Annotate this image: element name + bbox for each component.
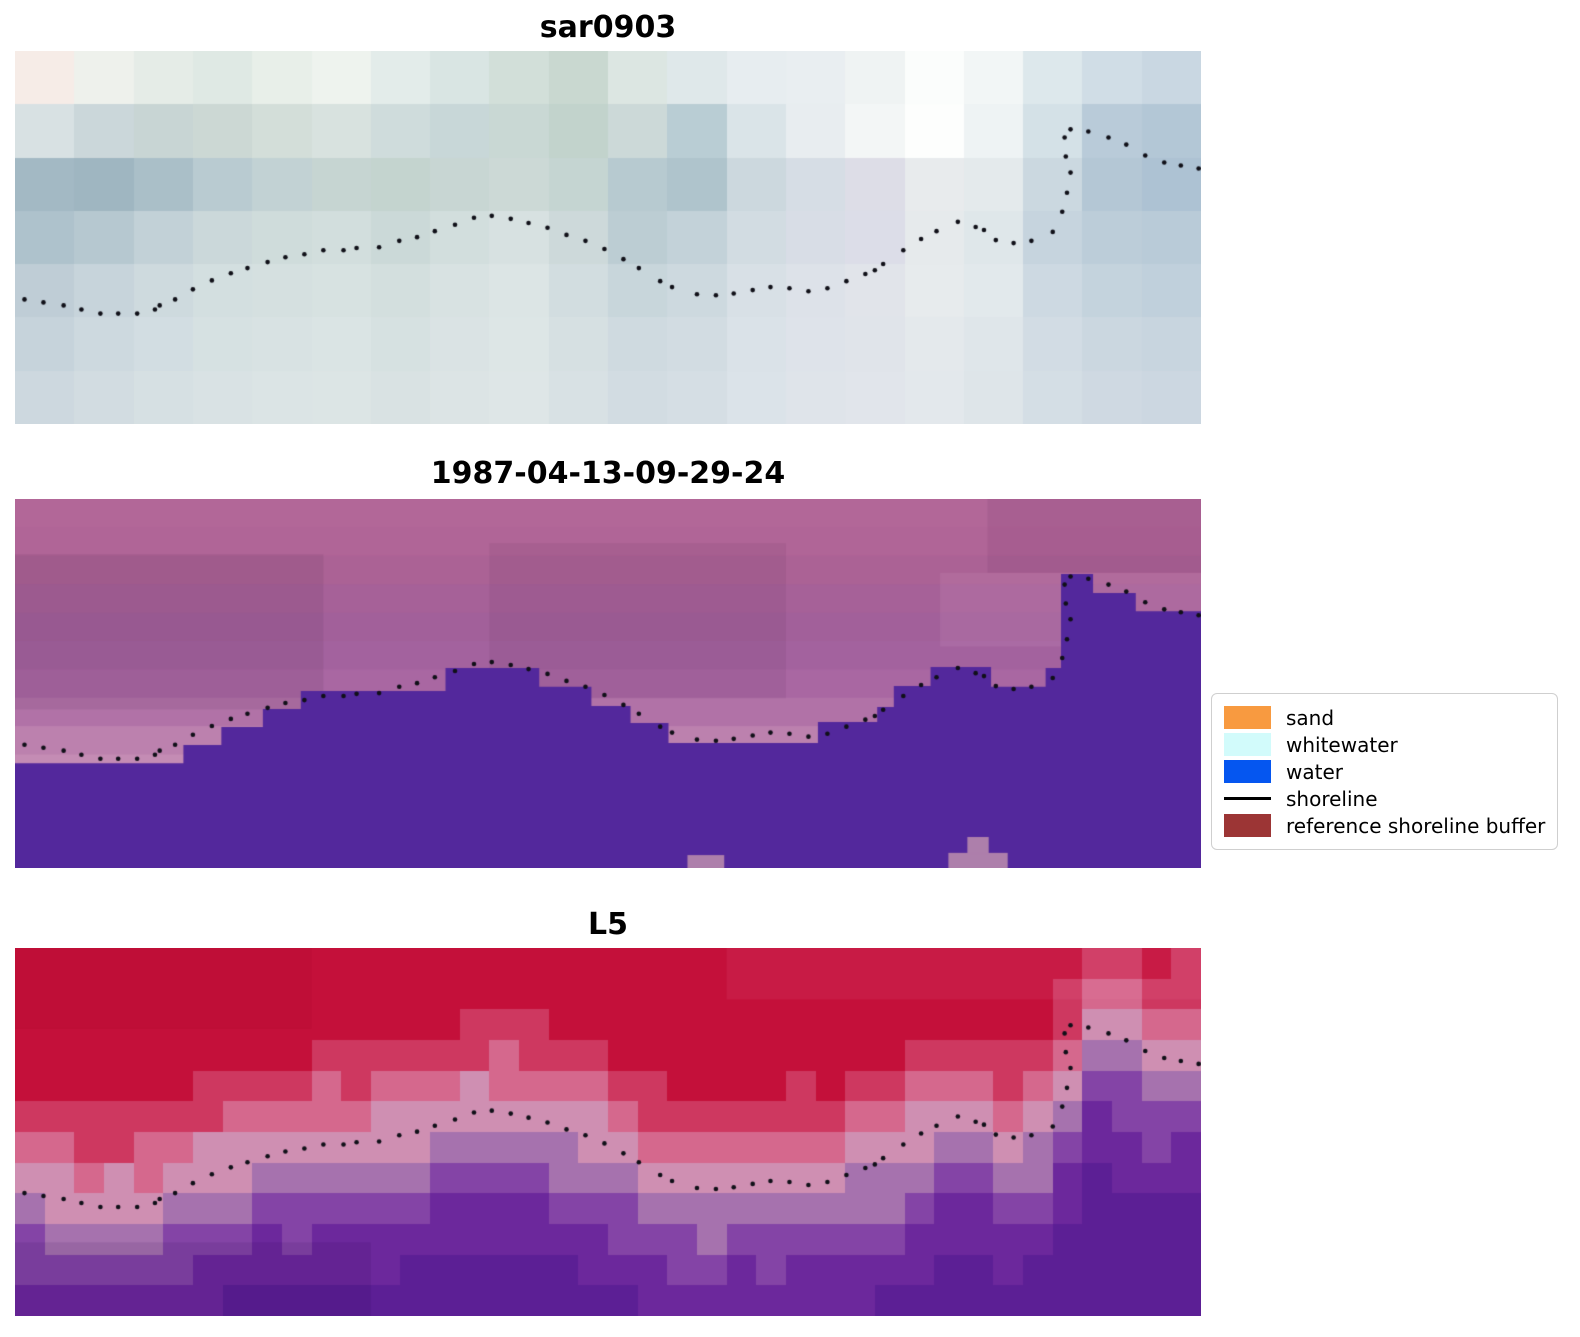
panel1-title: sar0903 — [539, 10, 677, 45]
water-swatch — [1224, 760, 1271, 783]
legend-label: sand — [1286, 705, 1335, 730]
legend-label: water — [1286, 759, 1343, 784]
shoreline-line-swatch — [1224, 797, 1271, 800]
classified-image — [15, 499, 1201, 868]
legend-item-shoreline: shoreline — [1224, 785, 1545, 812]
sand-swatch — [1224, 706, 1271, 729]
legend: sand whitewater water shoreline referenc… — [1211, 693, 1558, 850]
legend-item-reference-buffer: reference shoreline buffer — [1224, 812, 1545, 839]
sar0903-image — [15, 51, 1201, 424]
legend-label: reference shoreline buffer — [1286, 813, 1546, 838]
legend-label: shoreline — [1286, 786, 1378, 811]
legend-item-water: water — [1224, 758, 1545, 785]
legend-label: whitewater — [1286, 732, 1398, 757]
panel3-title: L5 — [588, 907, 628, 942]
panel2-title: 1987-04-13-09-29-24 — [430, 456, 786, 491]
reference-shoreline-buffer-swatch — [1224, 814, 1271, 837]
l5-image — [15, 948, 1201, 1316]
legend-item-whitewater: whitewater — [1224, 731, 1545, 758]
legend-item-sand: sand — [1224, 704, 1545, 731]
whitewater-swatch — [1224, 733, 1271, 756]
